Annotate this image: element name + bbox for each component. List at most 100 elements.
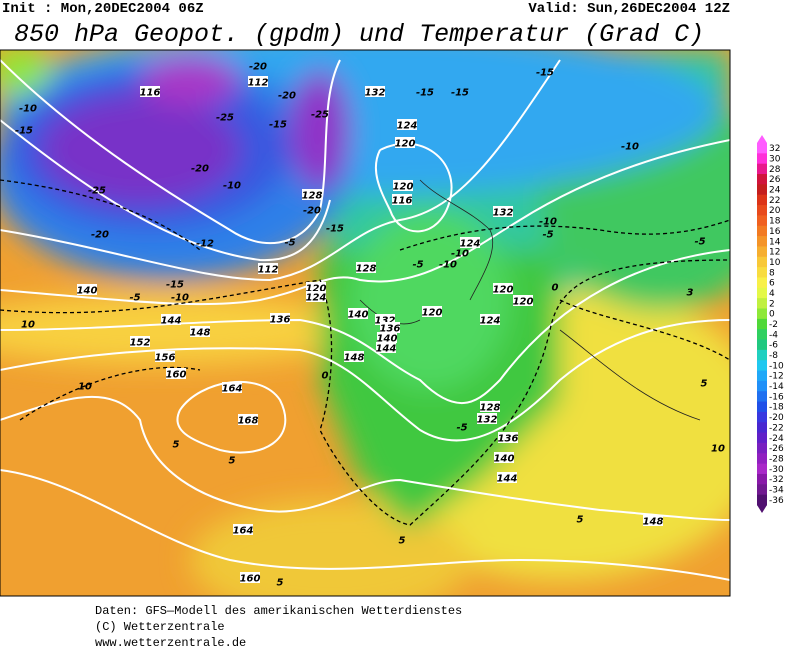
label-box [306,291,326,302]
contour-label: -5 [284,238,295,249]
contour-label: 168 [238,416,259,427]
contour-label: -5 [694,237,705,248]
colorbar-swatch [757,246,767,258]
label-box [190,326,210,337]
contour-label: 148 [344,353,365,364]
contour-label: 0 [322,371,329,382]
contour-label: 10 [711,444,725,455]
contour-label: 124 [460,239,481,250]
colorbar-swatch [757,360,767,372]
contour-label: -15 [416,88,434,99]
contour-label: -25 [88,186,106,197]
colorbar-swatch [757,287,767,299]
contour-label: -20 [249,62,267,73]
label-box [77,284,97,295]
label-box [380,322,400,333]
contour-label: 10 [78,382,92,393]
colorbar-swatch [757,174,767,185]
label-box [480,401,500,412]
colorbar-label: -10 [769,361,784,371]
contour-label: -25 [216,113,234,124]
colorbar-label: 6 [769,279,775,289]
label-box [480,314,500,325]
contour-label: 120 [395,139,416,150]
map-title: 850 hPa Geopot. (gpdm) und Temperatur (G… [14,20,704,49]
label-box [270,313,290,324]
contour-label: 3 [687,288,694,299]
label-box [376,342,396,353]
contour-label: -20 [303,206,321,217]
contour-label: 144 [497,474,518,485]
colorbar-label: -6 [769,341,778,351]
contour-label: 156 [155,353,176,364]
contour-label: -15 [326,224,344,235]
contour-label: 5 [277,578,284,589]
contour-label: -5 [412,260,423,271]
contour-label: 136 [498,434,519,445]
contour-label: 148 [643,517,664,528]
contour-label: -10 [19,104,37,115]
label-box [397,119,417,130]
label-box [155,351,175,362]
contour-label: 0 [552,283,559,294]
colorbar-label: -30 [769,465,784,475]
colorbar-swatch [757,308,767,320]
init-time: Init : Mon,20DEC2004 06Z [2,1,204,17]
colorbar-label: 28 [769,165,781,175]
contour-label: -20 [91,230,109,241]
colorbar-label: 4 [769,289,775,299]
contour-label: 144 [376,344,397,355]
colorbar-label: 16 [769,227,781,237]
valid-time: Valid: Sun,26DEC2004 12Z [528,1,730,17]
colorbar-swatch [757,225,767,237]
colorbar-swatch [757,298,767,309]
colorbar-swatch [757,380,767,392]
contour-label: 120 [513,297,534,308]
contour-label: 120 [493,285,514,296]
colorbar-label: 2 [769,299,775,309]
colorbar-label: -4 [769,330,778,340]
colorbar-swatch [757,163,767,175]
label-box [306,282,326,293]
colorbar-label: -18 [769,403,784,413]
colorbar-swatch [757,194,767,206]
contour-label: 164 [222,384,243,395]
colorbar-label: 12 [769,248,780,258]
contour-label: -15 [451,88,469,99]
contour-label: 160 [166,370,187,381]
footer-line: Daten: GFS—Modell des amerikanischen Wet… [95,604,462,618]
colorbar-label: -24 [769,434,784,444]
colorbar-bottom-arrow [757,505,767,513]
contour-label: 140 [348,310,369,321]
contour-label: 128 [480,403,501,414]
label-box [643,515,663,526]
contour-label: -5 [129,293,140,304]
label-box [493,206,513,217]
colorbar-swatch [757,339,767,351]
contour-label: 116 [140,88,161,99]
contour-label: 128 [302,191,323,202]
contour-label: 5 [577,515,584,526]
colorbar-swatch [757,473,767,485]
colorbar-label: -28 [769,454,784,464]
colorbar-label: 18 [769,217,781,227]
colorbar-label: -26 [769,444,784,454]
contour-label: -10 [439,260,457,271]
contour-label: 124 [397,121,418,132]
label-box [497,472,517,483]
contour-label: 164 [233,526,254,537]
colorbar-swatch [757,349,767,361]
label-box [238,414,258,425]
label-box [161,314,181,325]
contour-label: -10 [621,142,639,153]
contour-label: -5 [456,423,467,434]
colorbar-swatch [757,453,767,465]
contour-label: -15 [269,120,287,131]
footer-line: www.wetterzentrale.de [95,636,246,648]
colorbar-label: 22 [769,196,780,206]
contour-label: -10 [223,181,241,192]
colorbar-swatch [757,277,767,289]
contour-label: 120 [422,308,443,319]
contour-label: 5 [229,456,236,467]
